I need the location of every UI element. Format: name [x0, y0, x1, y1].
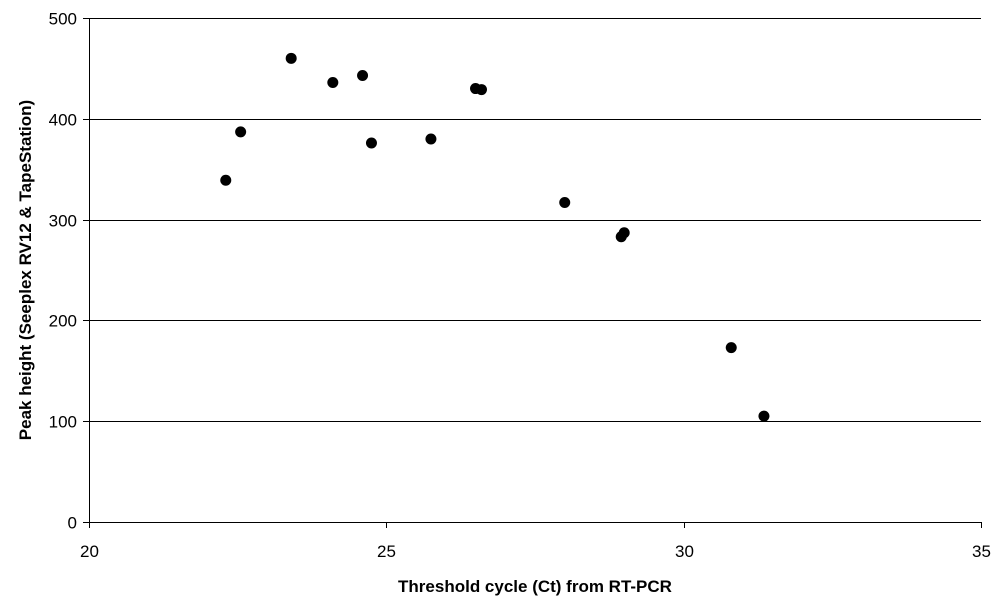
- y-tick-label: 0: [68, 514, 77, 533]
- data-point: [425, 133, 437, 145]
- data-point: [618, 227, 630, 239]
- y-tick-label: 300: [49, 212, 77, 231]
- x-tick-label: 30: [675, 542, 694, 561]
- x-tick-label: 35: [972, 542, 991, 561]
- x-tick-label: 25: [377, 542, 396, 561]
- data-point: [285, 52, 297, 64]
- x-tick-label: 20: [80, 542, 99, 561]
- data-point: [235, 126, 247, 138]
- data-points: [220, 52, 770, 422]
- data-point: [725, 342, 737, 354]
- data-point: [475, 84, 487, 96]
- gridlines: [89, 18, 981, 422]
- x-axis-title: Threshold cycle (Ct) from RT-PCR: [398, 577, 672, 596]
- y-tick-label: 100: [49, 413, 77, 432]
- y-tick-label: 200: [49, 312, 77, 331]
- data-point: [220, 174, 232, 186]
- y-axis-title: Peak height (Seeplex RV12 & TapeStation): [16, 100, 35, 440]
- axes: [83, 18, 982, 528]
- data-point: [327, 77, 339, 89]
- data-point: [758, 410, 770, 422]
- y-tick-label: 500: [49, 10, 77, 29]
- data-point: [365, 137, 377, 149]
- tick-labels: 0 100 200 300 400 500 20 25 30 35: [49, 10, 991, 562]
- data-point: [357, 69, 369, 81]
- data-point: [559, 196, 571, 208]
- y-tick-label: 400: [49, 111, 77, 130]
